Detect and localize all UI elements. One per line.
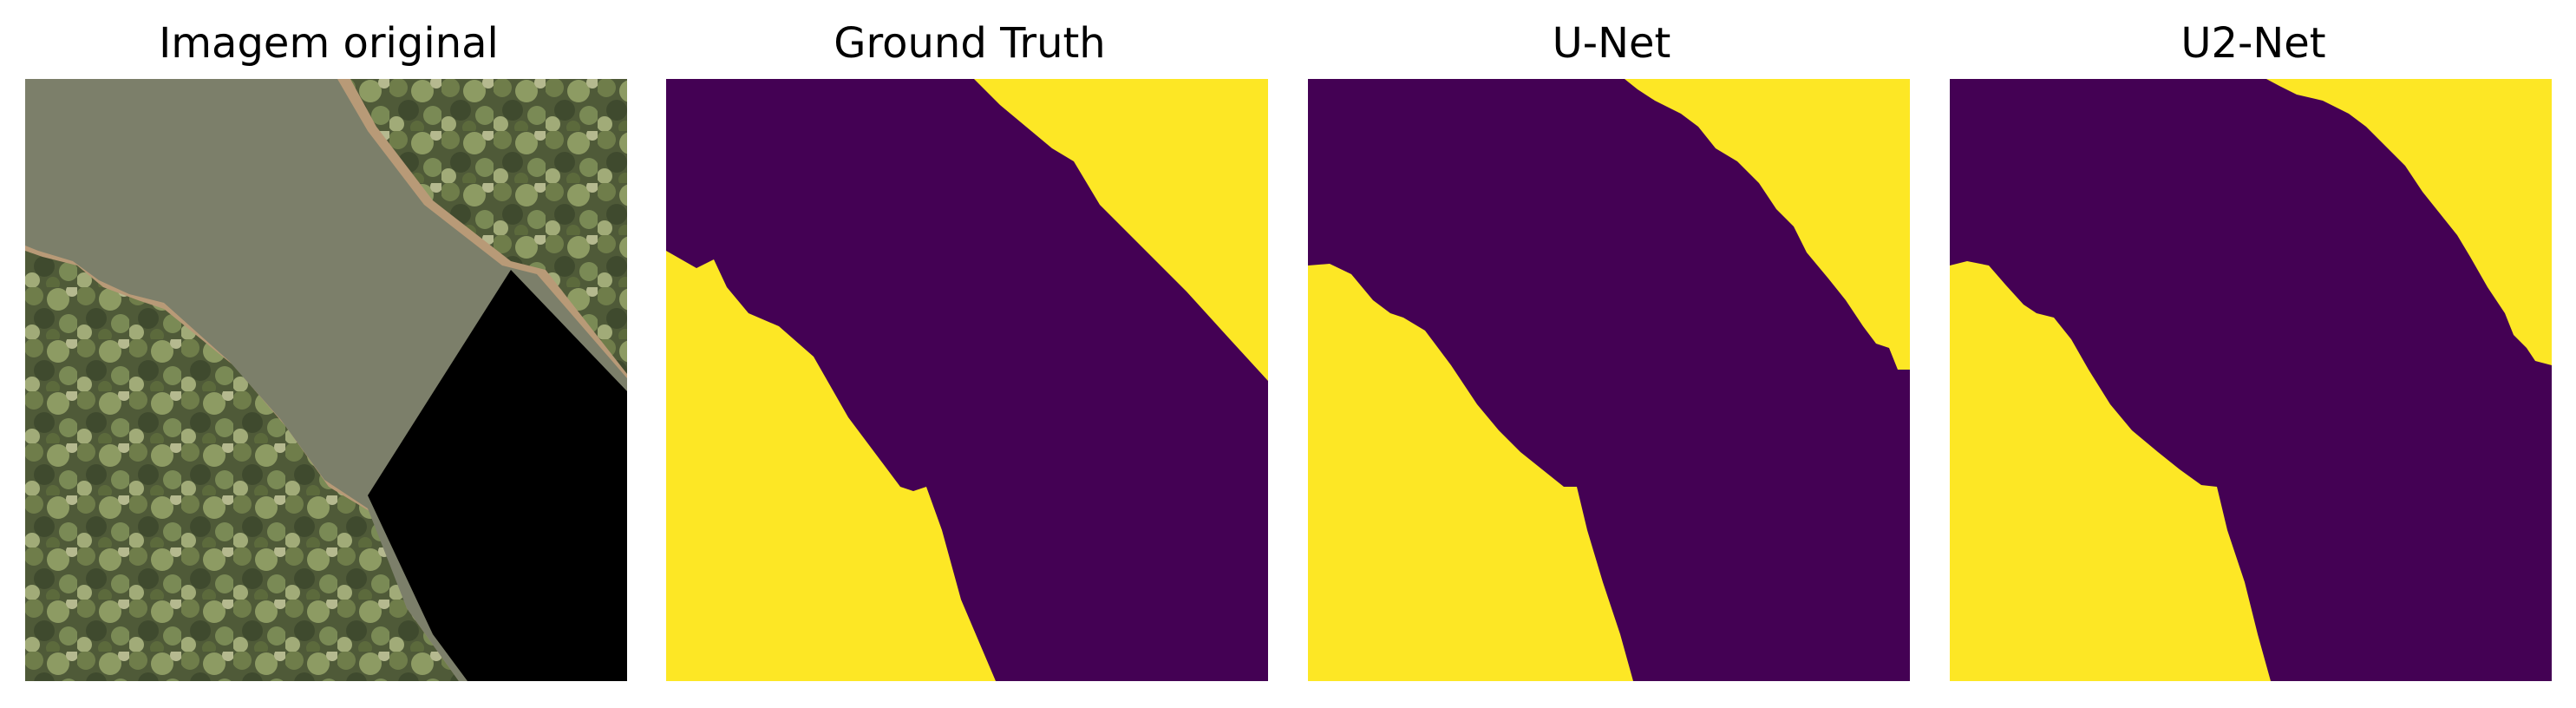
u2net-mask: [1950, 79, 2552, 681]
panel-title-original: Imagem original: [25, 16, 632, 71]
panel-title-unet: U-Net: [1308, 16, 1915, 71]
ground-truth-svg: [666, 79, 1268, 681]
unet-svg: [1308, 79, 1910, 681]
u2net-svg: [1950, 79, 2552, 681]
ground-truth-mask: [666, 79, 1268, 681]
unet-mask: [1308, 79, 1910, 681]
original-image: [25, 79, 627, 681]
aerial-photo-svg: [25, 79, 627, 681]
panel-title-ground-truth: Ground Truth: [666, 16, 1273, 71]
panel-title-u2net: U2-Net: [1950, 16, 2557, 71]
